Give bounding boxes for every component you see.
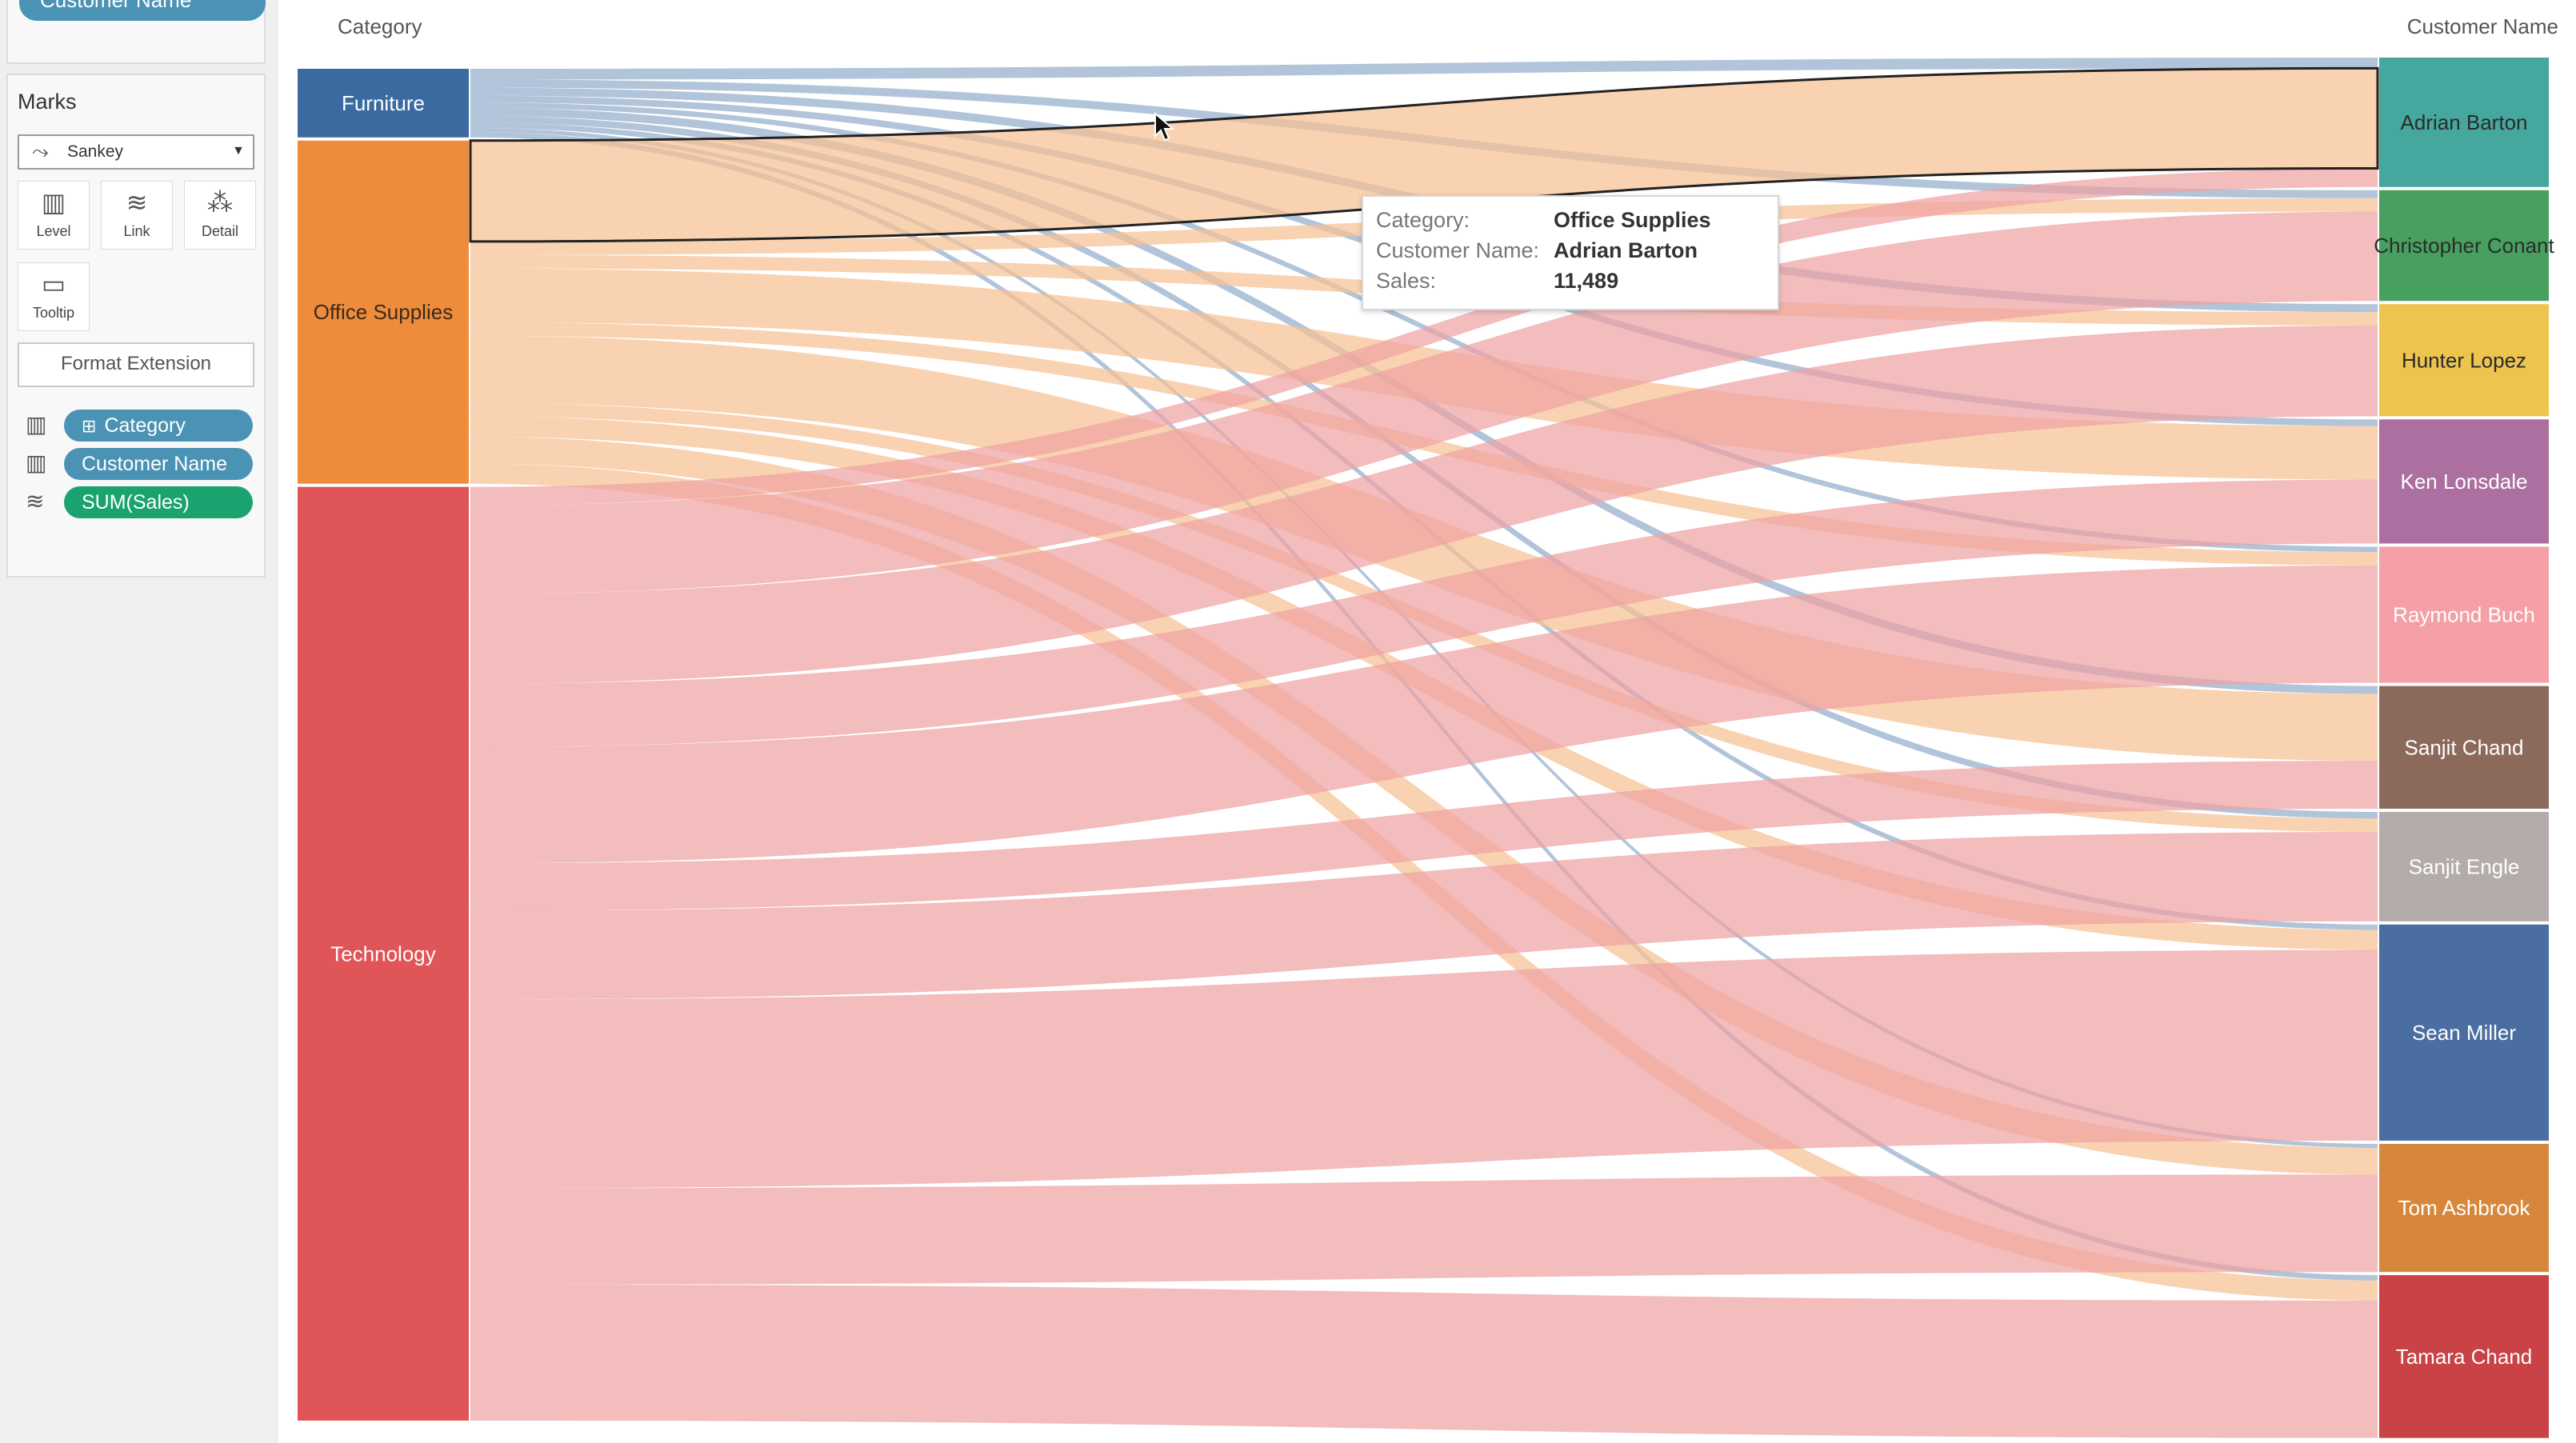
tooltip-value: Office Supplies xyxy=(1554,208,1711,232)
category-node-furniture[interactable] xyxy=(298,69,469,138)
tooltip-icon: ▭ xyxy=(41,270,66,298)
level-icon: ▥ xyxy=(41,188,66,217)
customer-node-adrian-barton[interactable] xyxy=(2379,58,2549,187)
customer-label-sanjit-engle: Sanjit Engle xyxy=(2409,854,2520,878)
customer-label-hunter-lopez: Hunter Lopez xyxy=(2402,348,2526,372)
customer-name-pill[interactable]: Customer Name xyxy=(19,0,266,21)
sankey-link-technology-sean-miller[interactable] xyxy=(470,949,2378,1189)
customer-name-field-pill[interactable]: Customer Name xyxy=(64,448,253,480)
field-row-customer-name: ▥ Customer Name xyxy=(18,448,258,480)
customer-node-sanjit-chand[interactable] xyxy=(2379,686,2549,809)
link-button[interactable]: ≋ Link xyxy=(101,181,173,250)
sankey-link-technology-ken-lonsdale[interactable] xyxy=(470,479,2378,747)
customer-node-sean-miller[interactable] xyxy=(2379,924,2549,1141)
detail-button[interactable]: ⁂ Detail xyxy=(184,181,256,250)
customer-node-hunter-lopez[interactable] xyxy=(2379,304,2549,417)
sankey-link-office-supplies-tom-ashbrook[interactable] xyxy=(470,436,2378,1175)
customer-label-adrian-barton: Adrian Barton xyxy=(2401,110,2528,134)
tooltip-value: 11,489 xyxy=(1554,269,1619,293)
tooltip-value: Adrian Barton xyxy=(1554,238,1698,262)
marks-card: Marks ⤳ Sankey ▼ ▥ Level ≋ Link ⁂ Detail… xyxy=(6,74,266,578)
customer-label-christopher-conant: Christopher Conant xyxy=(2374,234,2554,258)
customer-label-tom-ashbrook: Tom Ashbrook xyxy=(2398,1196,2531,1220)
customer-name-header: Customer Name xyxy=(2406,14,2558,38)
link-icon: ≋ xyxy=(126,188,148,217)
mouse-cursor-icon xyxy=(1154,112,1175,142)
detail-label: Detail xyxy=(201,223,239,239)
sankey-link-office-supplies-adrian-barton[interactable] xyxy=(469,66,2379,243)
customer-label-raymond-buch: Raymond Buch xyxy=(2393,603,2535,627)
category-header: Category xyxy=(338,14,422,38)
sankey-link-technology-tom-ashbrook[interactable] xyxy=(470,1174,2378,1285)
customer-name-field-label: Customer Name xyxy=(82,453,227,475)
chevron-down-icon: ▼ xyxy=(232,144,245,158)
customer-label-sean-miller: Sean Miller xyxy=(2412,1021,2516,1045)
marks-title: Marks xyxy=(18,90,77,114)
tooltip-key: Customer Name: xyxy=(1376,238,1540,262)
category-label-office-supplies: Office Supplies xyxy=(314,300,453,324)
tooltip-key: Sales: xyxy=(1376,269,1437,293)
tooltip-label: Tooltip xyxy=(32,305,75,321)
customer-node-tom-ashbrook[interactable] xyxy=(2379,1144,2549,1273)
sankey-link-furniture-raymond-buch[interactable] xyxy=(470,102,2378,553)
level-icon: ▥ xyxy=(26,450,47,475)
sankey-link-technology-raymond-buch[interactable] xyxy=(470,565,2378,864)
customer-label-ken-lonsdale: Ken Lonsdale xyxy=(2400,470,2527,494)
mark-type-dropdown[interactable]: ⤳ Sankey ▼ xyxy=(18,134,254,170)
customer-node-christopher-conant[interactable] xyxy=(2379,190,2549,302)
category-node-technology[interactable] xyxy=(298,486,469,1421)
mark-type-label: Sankey xyxy=(67,142,124,161)
expand-icon[interactable]: ⊞ xyxy=(82,416,97,436)
format-extension-button[interactable]: Format Extension xyxy=(18,342,254,387)
level-icon: ▥ xyxy=(26,412,47,437)
sum-sales-field-label: SUM(Sales) xyxy=(82,491,190,514)
sankey-link-technology-sanjit-chand[interactable] xyxy=(470,761,2378,911)
sum-sales-field-pill[interactable]: SUM(Sales) xyxy=(64,486,253,518)
customer-node-tamara-chand[interactable] xyxy=(2379,1275,2549,1438)
tooltip-button[interactable]: ▭ Tooltip xyxy=(18,262,90,331)
sankey-link-technology-christopher-conant[interactable] xyxy=(470,211,2378,594)
fields-strip: Customer Name xyxy=(6,0,266,64)
link-icon: ≋ xyxy=(26,489,45,514)
sankey-link-technology-sanjit-engle[interactable] xyxy=(470,832,2378,1000)
sankey-link-technology-tamara-chand[interactable] xyxy=(470,1284,2378,1438)
field-row-sum-sales: ≋ SUM(Sales) xyxy=(18,486,258,518)
link-label: Link xyxy=(123,223,150,239)
detail-icon: ⁂ xyxy=(207,188,233,217)
customer-label-sanjit-chand: Sanjit Chand xyxy=(2405,735,2524,759)
category-label-technology: Technology xyxy=(330,941,436,965)
category-field-label: Category xyxy=(104,414,186,437)
sankey-link-furniture-adrian-barton[interactable] xyxy=(470,58,2378,80)
level-button[interactable]: ▥ Level xyxy=(18,181,90,250)
sankey-icon: ⤳ xyxy=(32,139,49,163)
customer-node-ken-lonsdale[interactable] xyxy=(2379,419,2549,544)
category-field-pill[interactable]: ⊞ Category xyxy=(64,410,253,442)
customer-label-tamara-chand: Tamara Chand xyxy=(2396,1345,2533,1369)
customer-node-raymond-buch[interactable] xyxy=(2379,546,2549,683)
level-label: Level xyxy=(36,223,71,239)
tooltip-key: Category: xyxy=(1376,208,1470,232)
category-node-office-supplies[interactable] xyxy=(298,140,469,484)
sankey-link-technology-hunter-lopez[interactable] xyxy=(470,325,2378,684)
field-row-category: ▥ ⊞ Category xyxy=(18,410,258,442)
category-label-furniture: Furniture xyxy=(342,91,425,115)
customer-node-sanjit-engle[interactable] xyxy=(2379,812,2549,921)
sankey-view: Category Customer Name Furniture Office S… xyxy=(278,0,2576,1443)
sankey-link-technology-adrian-barton[interactable] xyxy=(470,168,2378,506)
tooltip-popup: Category: Office Supplies Customer Name:… xyxy=(1362,195,1779,310)
